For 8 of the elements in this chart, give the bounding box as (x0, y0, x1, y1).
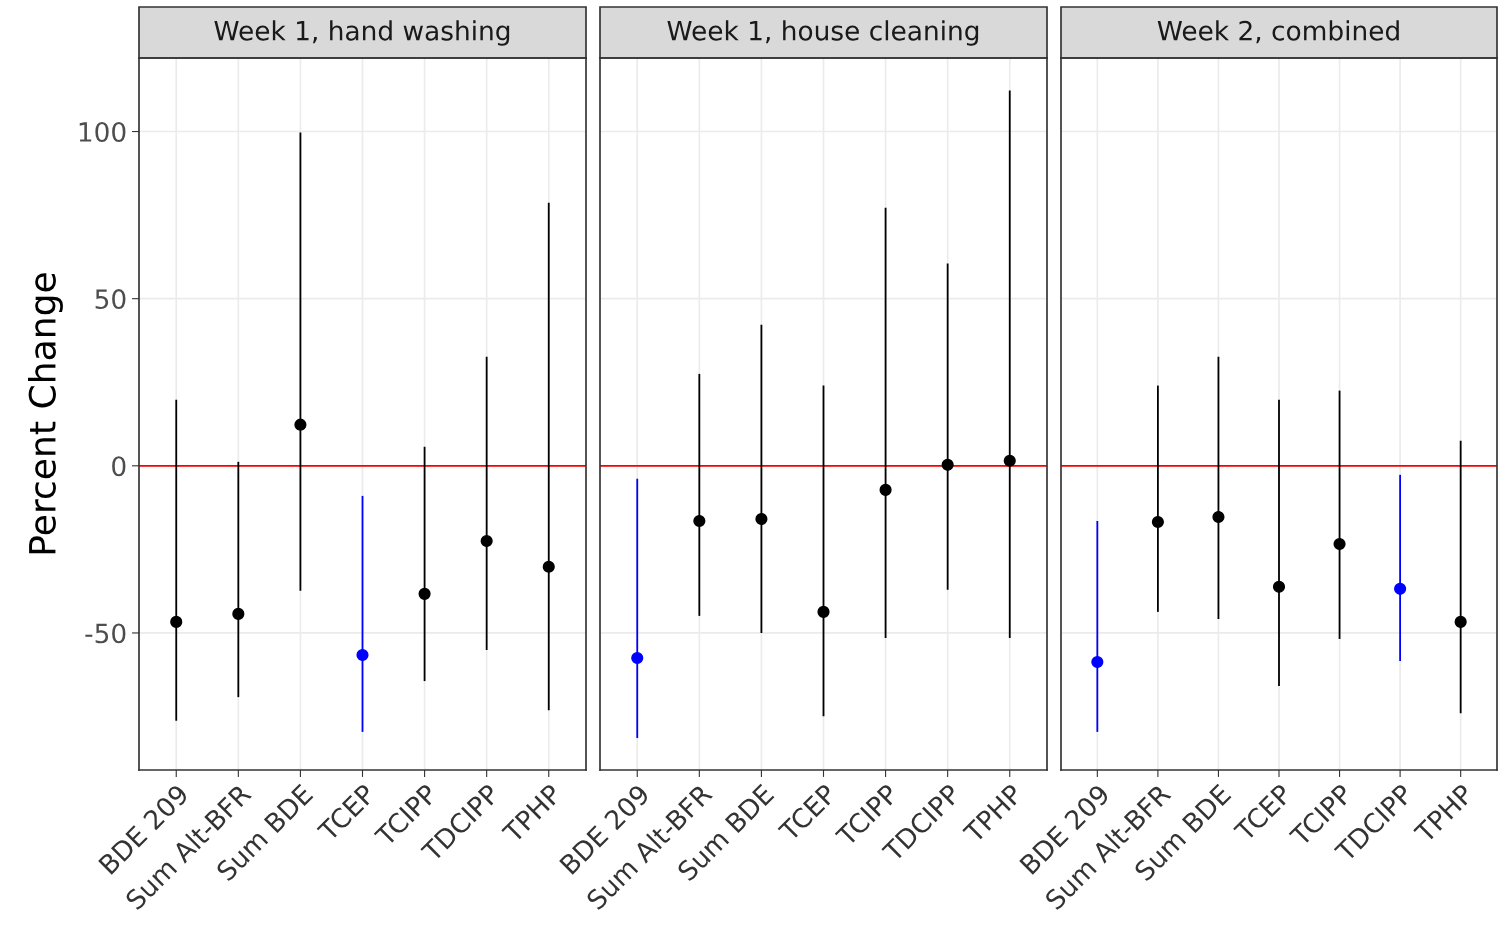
y-tick-label: 0 (112, 456, 126, 477)
chart-title: Week 2, combined (1157, 20, 1399, 44)
y-tick-label: -50 (85, 623, 126, 644)
y-axis-title: Percent Change (27, 273, 63, 554)
chart-title: Week 1, hand washing (214, 20, 510, 46)
chart-title: Week 1, house cleaning (667, 20, 979, 46)
y-tick-label: 100 (79, 121, 126, 142)
y-tick-label: 50 (95, 289, 126, 310)
